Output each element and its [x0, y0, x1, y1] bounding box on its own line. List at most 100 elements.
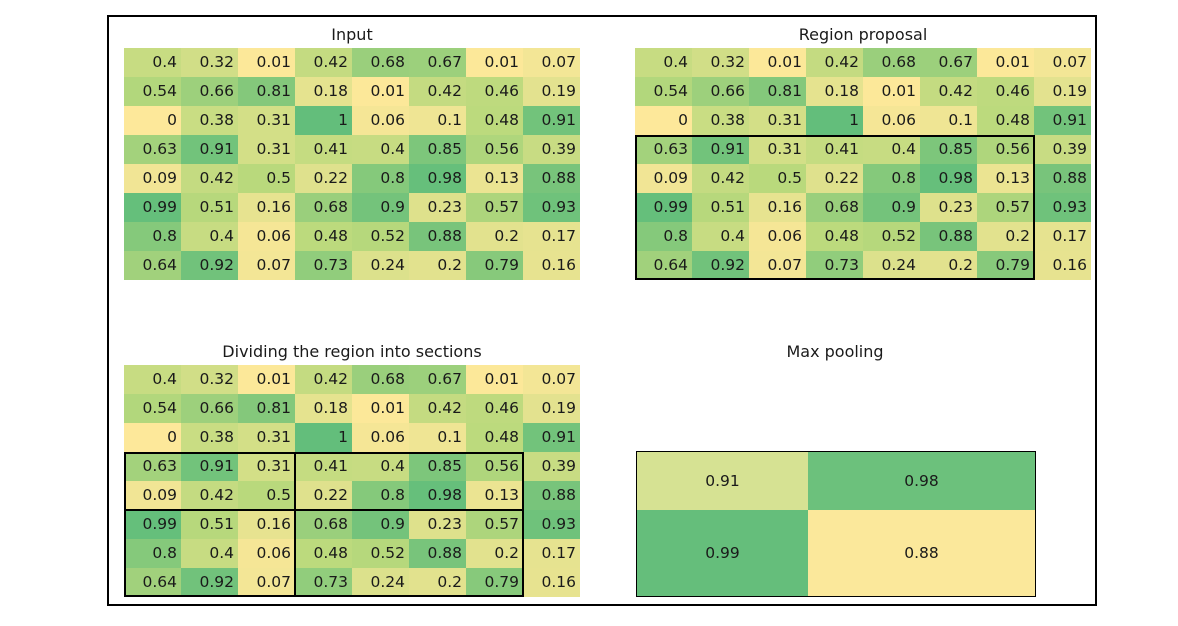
matrix-cell: 0.63 [124, 135, 181, 164]
matrix-cell: 0.8 [124, 539, 181, 568]
input-grid: 0.4 0.32 0.01 0.42 0.68 0.67 0.01 0.07 0.54 0.66 0… [124, 48, 580, 280]
matrix-cell: 0.31 [238, 106, 295, 135]
matrix-cell: 0.91 [1034, 106, 1091, 135]
matrix-cell: 0.22 [806, 164, 863, 193]
matrix-cell: 0.32 [692, 48, 749, 77]
matrix-cell: 0.93 [523, 193, 580, 222]
matrix-cell: 0.2 [466, 222, 523, 251]
matrix-cell: 1 [806, 106, 863, 135]
matrix-cell: 0.56 [977, 135, 1034, 164]
matrix-cell: 0.24 [863, 251, 920, 280]
matrix-cell: 1 [295, 423, 352, 452]
matrix-cell: 0.92 [181, 568, 238, 597]
matrix-cell: 0.31 [749, 106, 806, 135]
matrix-cell: 0.19 [523, 77, 580, 106]
matrix-cell: 0.06 [352, 106, 409, 135]
matrix-cell: 0.68 [295, 510, 352, 539]
matrix-cell: 0.67 [409, 48, 466, 77]
matrix-cell: 0.5 [238, 481, 295, 510]
matrix-cell: 0.68 [352, 48, 409, 77]
region-proposal-grid: 0.4 0.32 0.01 0.42 0.68 0.67 0.01 0.07 0.54 0.66 0… [635, 48, 1091, 280]
matrix-cell: 0.64 [635, 251, 692, 280]
matrix-cell: 0.2 [466, 539, 523, 568]
matrix-cell: 0.8 [863, 164, 920, 193]
matrix-cell: 0.81 [238, 394, 295, 423]
matrix-cell: 0.85 [409, 135, 466, 164]
matrix-cell: 0.4 [181, 539, 238, 568]
matrix-cell: 0.41 [295, 135, 352, 164]
input-title: Input [331, 25, 373, 44]
matrix-cell: 0.85 [409, 452, 466, 481]
matrix-cell: 0.98 [409, 481, 466, 510]
matrix-cell: 0.42 [806, 48, 863, 77]
matrix-cell: 0.79 [466, 251, 523, 280]
matrix-cell: 0.23 [409, 193, 466, 222]
matrix-cell: 0.88 [523, 164, 580, 193]
matrix-cell: 0.07 [238, 568, 295, 597]
matrix-cell: 0.42 [295, 365, 352, 394]
matrix-cell: 0.99 [635, 193, 692, 222]
matrix-cell: 0.23 [409, 510, 466, 539]
matrix-cell: 0.57 [466, 510, 523, 539]
dividing-grid: 0.4 0.32 0.01 0.42 0.68 0.67 0.01 0.07 0.54 0.66 0… [124, 365, 580, 597]
matrix-cell: 0.88 [409, 539, 466, 568]
matrix-cell: 0.92 [692, 251, 749, 280]
matrix-cell: 0.8 [352, 164, 409, 193]
figure-frame [107, 15, 1097, 606]
matrix-cell: 0.39 [1034, 135, 1091, 164]
matrix-cell: 0.48 [466, 106, 523, 135]
matrix-cell: 0.52 [863, 222, 920, 251]
matrix-cell: 0.91 [523, 423, 580, 452]
matrix-cell: 0.57 [466, 193, 523, 222]
matrix-cell: 0.9 [863, 193, 920, 222]
matrix-cell: 0.88 [409, 222, 466, 251]
matrix-cell: 0.07 [238, 251, 295, 280]
matrix-cell: 0.18 [806, 77, 863, 106]
matrix-cell: 0.63 [635, 135, 692, 164]
matrix-cell: 0.56 [466, 452, 523, 481]
matrix-cell: 0.31 [238, 452, 295, 481]
matrix-cell: 0.06 [352, 423, 409, 452]
matrix-cell: 0.5 [238, 164, 295, 193]
matrix-cell: 0.79 [977, 251, 1034, 280]
matrix-cell: 0.42 [920, 77, 977, 106]
matrix-cell: 0.07 [523, 365, 580, 394]
matrix-cell: 0.31 [749, 135, 806, 164]
matrix-cell: 0.46 [466, 77, 523, 106]
matrix-cell: 0.16 [749, 193, 806, 222]
matrix-cell: 0.8 [352, 481, 409, 510]
matrix-cell: 0.07 [523, 48, 580, 77]
matrix-cell: 0.41 [806, 135, 863, 164]
matrix-cell: 0.99 [124, 510, 181, 539]
matrix-cell: 0.38 [692, 106, 749, 135]
matrix-cell: 0.06 [863, 106, 920, 135]
matrix-cell: 0.06 [238, 222, 295, 251]
matrix-cell: 0.2 [920, 251, 977, 280]
matrix-cell: 0.32 [181, 48, 238, 77]
matrix-cell: 0.67 [920, 48, 977, 77]
matrix-cell: 0.16 [523, 251, 580, 280]
matrix-cell: 0.88 [1034, 164, 1091, 193]
matrix-cell: 0.42 [409, 77, 466, 106]
matrix-cell: 0.92 [181, 251, 238, 280]
matrix-cell: 0.66 [181, 394, 238, 423]
matrix-cell: 0.67 [409, 365, 466, 394]
matrix-cell: 0.01 [466, 48, 523, 77]
matrix-cell: 0.68 [806, 193, 863, 222]
matrix-cell: 0.93 [1034, 193, 1091, 222]
matrix-cell: 0.19 [523, 394, 580, 423]
matrix-cell: 0.31 [238, 135, 295, 164]
pooled-cell: 0.98 [808, 452, 1035, 510]
matrix-cell: 0.98 [920, 164, 977, 193]
matrix-cell: 0.19 [1034, 77, 1091, 106]
matrix-cell: 0.93 [523, 510, 580, 539]
matrix-cell: 0.66 [181, 77, 238, 106]
pooled-cell: 0.91 [637, 452, 808, 510]
matrix-cell: 0.16 [238, 510, 295, 539]
matrix-cell: 0.54 [124, 77, 181, 106]
matrix-cell: 0.42 [409, 394, 466, 423]
matrix-cell: 0.09 [124, 164, 181, 193]
matrix-cell: 0.17 [1034, 222, 1091, 251]
matrix-cell: 0.2 [977, 222, 1034, 251]
matrix-cell: 0.56 [466, 135, 523, 164]
